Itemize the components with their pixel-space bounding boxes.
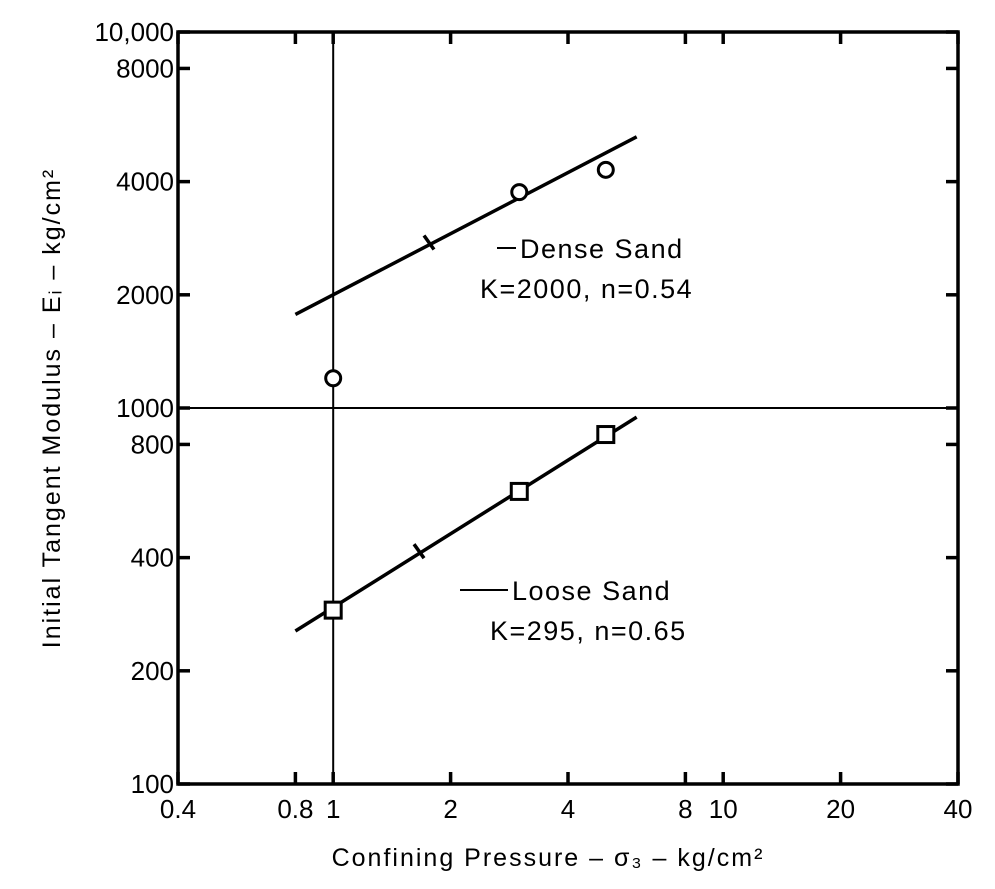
y-tick-label: 800: [131, 429, 174, 459]
y-tick-labels: 100 200 400 800 1000 2000 4000 8000 10,000: [94, 17, 174, 799]
x-tick-label: 20: [826, 794, 855, 824]
x-tick-label: 10: [709, 794, 738, 824]
dense-sand-fit-line: [294, 135, 638, 317]
x-tick-labels: 0.4 0.8 1 2 4 8 10 20 40: [160, 794, 973, 824]
dense-sand-point: [324, 369, 343, 388]
y-tick-label: 100: [131, 769, 174, 799]
plot-frame: [176, 30, 960, 786]
loose-sand-params: K=295, n=0.65: [490, 616, 687, 646]
data-markers: [323, 160, 616, 620]
x-tick-label: 4: [561, 794, 575, 824]
annotations: Dense Sand K=2000, n=0.54 Loose Sand K=295,…: [460, 234, 693, 646]
loose-sand-point: [323, 600, 343, 620]
x-axis-title: Confining Pressure – σ₃ – kg/cm²: [332, 844, 765, 872]
loose-sand-fit-line: [294, 415, 638, 633]
reference-lines: [178, 32, 958, 784]
x-tick-label: 2: [443, 794, 457, 824]
y-tick-label: 4000: [116, 167, 174, 197]
y-axis-title: Initial Tangent Modulus – Eᵢ – kg/cm²: [38, 168, 66, 648]
dense-sand-line-tick: [422, 234, 436, 251]
y-tick-label: 8000: [116, 53, 174, 83]
loose-sand-line-tick: [412, 543, 426, 560]
x-tick-label: 1: [326, 794, 340, 824]
y-tick-label: 1000: [116, 393, 174, 423]
y-tick-label: 10,000: [94, 17, 174, 47]
loose-sand-label: Loose Sand: [512, 576, 671, 606]
dense-sand-label: Dense Sand: [520, 234, 684, 264]
y-tick-label: 400: [131, 543, 174, 573]
x-tick-label: 0.4: [160, 794, 196, 824]
y-tick-label: 2000: [116, 280, 174, 310]
x-tick-label: 40: [944, 794, 973, 824]
dense-sand-params: K=2000, n=0.54: [480, 274, 693, 304]
fit-lines: [294, 135, 638, 633]
loose-sand-point: [596, 425, 616, 445]
loose-sand-point: [509, 481, 529, 501]
dense-sand-point: [596, 160, 615, 179]
x-tick-label: 8: [678, 794, 692, 824]
y-tick-label: 200: [131, 656, 174, 686]
x-tick-label: 0.8: [277, 794, 313, 824]
dense-sand-point: [510, 183, 529, 202]
